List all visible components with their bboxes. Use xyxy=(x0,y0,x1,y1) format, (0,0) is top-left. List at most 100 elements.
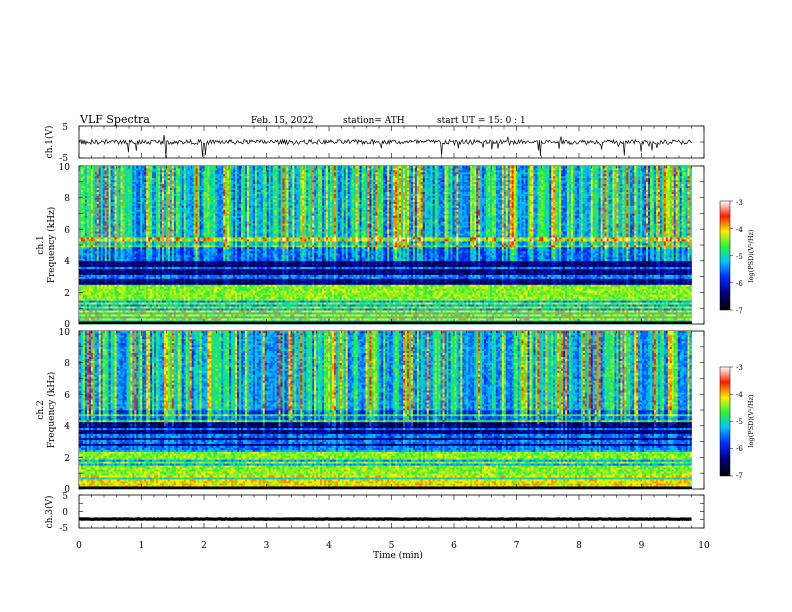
spectrogram-cell xyxy=(437,316,439,318)
spectrogram-cell xyxy=(215,312,217,314)
spectrogram-cell xyxy=(182,318,186,320)
spectrogram-cell xyxy=(172,314,174,316)
spectrogram-cell xyxy=(146,312,150,314)
spectrogram-cell xyxy=(427,316,429,318)
spectrogram-cell xyxy=(425,316,427,318)
spectrogram-cell xyxy=(443,318,447,320)
spectrogram-cell xyxy=(522,318,524,320)
spectrogram-cell xyxy=(563,316,565,318)
spectrogram-cell xyxy=(549,318,551,320)
spectrogram-cell xyxy=(281,316,285,318)
spectrogram-cell xyxy=(360,318,362,320)
spectrogram-cell xyxy=(654,314,660,316)
spectrogram-cell xyxy=(551,318,559,320)
spectrogram-cell xyxy=(435,316,437,318)
spectrogram-cell xyxy=(520,316,522,318)
spectrogram-cell xyxy=(154,316,156,318)
ch1-spectrogram-panel: 0 2 4 6 8 10 ch.1Frequency (kHz) xyxy=(36,163,704,330)
station-label: station= ATH xyxy=(343,116,405,126)
spectrogram-cell xyxy=(85,318,89,320)
spectrogram-cell xyxy=(528,314,530,316)
spectrogram-cell xyxy=(377,318,389,320)
spectrogram-cell xyxy=(448,318,450,320)
spectrogram-cell xyxy=(316,314,320,316)
spectrogram-cell xyxy=(401,314,405,316)
spectrogram-cell xyxy=(531,316,537,318)
spectrogram-cell xyxy=(158,316,160,318)
spectrogram-cell xyxy=(308,314,310,316)
spectrogram-cell xyxy=(569,316,573,318)
spectrogram-cell xyxy=(383,314,387,316)
spectrogram-cell xyxy=(684,318,686,320)
spectrogram-cell xyxy=(231,312,237,314)
spectrogram-cell xyxy=(117,318,119,320)
spectrogram-cell xyxy=(607,316,611,318)
spectrogram-cell xyxy=(524,316,526,318)
spectrogram-cell xyxy=(243,314,245,316)
spectrogram-cell xyxy=(658,316,664,318)
spectrogram-cell xyxy=(202,316,206,318)
spectrogram-cell xyxy=(255,318,263,320)
spectrogram-cell xyxy=(350,314,352,316)
spectrogram-cell xyxy=(271,318,273,320)
spectrogram-cell xyxy=(178,316,186,318)
spectrogram-cell xyxy=(186,316,188,318)
spectrogram-cell xyxy=(678,314,680,316)
spectrogram-cell xyxy=(286,318,288,320)
spectrogram-cell xyxy=(205,314,207,316)
spectrogram-cell xyxy=(379,316,381,318)
spectrogram-cell xyxy=(626,318,628,320)
spectrogram-cell xyxy=(650,316,654,318)
spectrogram-cell xyxy=(180,312,182,314)
spectrogram-cell xyxy=(417,318,419,320)
spectrogram-cell xyxy=(397,314,399,316)
spectrogram-cell xyxy=(676,316,680,318)
spectrogram-cell xyxy=(247,312,249,314)
spectrogram-cell xyxy=(474,316,476,318)
spectrogram-cell xyxy=(437,314,439,316)
spectrogram-cell xyxy=(138,318,142,320)
spectrogram-cell xyxy=(91,316,93,318)
spectrogram-cell xyxy=(413,314,419,316)
spectrogram-cell xyxy=(156,318,160,320)
spectrogram-cell xyxy=(636,318,640,320)
spectrogram-cell xyxy=(227,318,229,320)
spectrogram-cell xyxy=(109,314,111,316)
spectrogram-cell xyxy=(581,316,585,318)
spectrogram-cell xyxy=(164,314,166,316)
spectrogram-cell xyxy=(356,318,360,320)
spectrogram-cell xyxy=(152,312,154,314)
spectrogram-cell xyxy=(411,318,413,320)
spectrogram-cell xyxy=(447,314,449,316)
spectrogram-cell xyxy=(91,314,95,316)
spectrogram-cell xyxy=(652,318,654,320)
spectrogram-cell xyxy=(528,316,530,318)
spectrogram-cell xyxy=(674,318,678,320)
spectrogram-cell xyxy=(439,314,443,316)
spectrogram-cell xyxy=(539,316,547,318)
spectrogram-cell xyxy=(397,318,399,320)
spectrogram-cell xyxy=(87,312,93,314)
spectrogram-cell xyxy=(294,318,296,320)
spectrogram-cell xyxy=(164,316,166,318)
spectrogram-cell xyxy=(561,318,569,320)
spectrogram-cell xyxy=(618,314,624,316)
spectrogram-cell xyxy=(541,314,545,316)
spectrogram-cell xyxy=(334,314,336,316)
spectrogram-cell xyxy=(290,316,294,318)
spectrogram-cell xyxy=(573,316,577,318)
spectrogram-cell xyxy=(284,318,286,320)
spectrogram-cell xyxy=(375,318,377,320)
spectrogram-cell xyxy=(666,316,668,318)
spectrogram-cell xyxy=(676,314,678,316)
spectrogram-cell xyxy=(474,314,486,316)
spectrogram-cell xyxy=(111,314,117,316)
spectrogram-cell xyxy=(498,316,500,318)
spectrogram-cell xyxy=(364,316,378,318)
spectrogram-cell xyxy=(209,316,215,318)
spectrogram-cell xyxy=(95,312,99,314)
spectrogram-cell xyxy=(346,314,350,316)
spectrogram-cell xyxy=(81,314,85,316)
spectrogram-cell xyxy=(494,318,520,320)
spectrogram-cell xyxy=(644,318,648,320)
